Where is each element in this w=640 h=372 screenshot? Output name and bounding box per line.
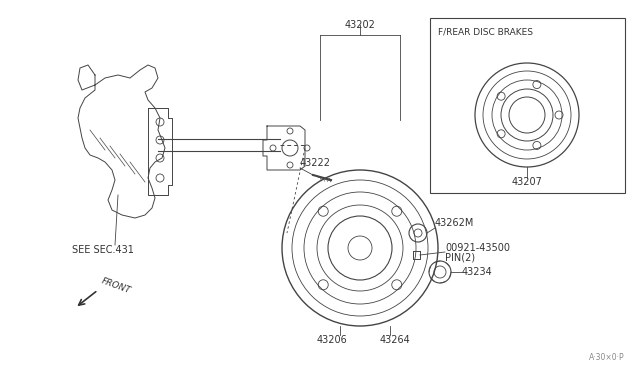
Text: SEE SEC.431: SEE SEC.431 (72, 245, 134, 255)
Text: 43234: 43234 (462, 267, 493, 277)
Text: 43207: 43207 (511, 177, 543, 187)
Text: PIN(2): PIN(2) (445, 252, 475, 262)
Text: F/REAR DISC BRAKES: F/REAR DISC BRAKES (438, 28, 533, 36)
Text: 43202: 43202 (344, 20, 376, 30)
Text: FRONT: FRONT (100, 276, 132, 295)
Bar (430, 18, 625, 193)
Text: 43206: 43206 (317, 335, 348, 345)
Text: 43264: 43264 (380, 335, 410, 345)
Text: A·30×0·P: A·30×0·P (589, 353, 625, 362)
Text: 43222: 43222 (300, 158, 331, 168)
Text: 43262M: 43262M (435, 218, 474, 228)
Text: 00921-43500: 00921-43500 (445, 243, 510, 253)
